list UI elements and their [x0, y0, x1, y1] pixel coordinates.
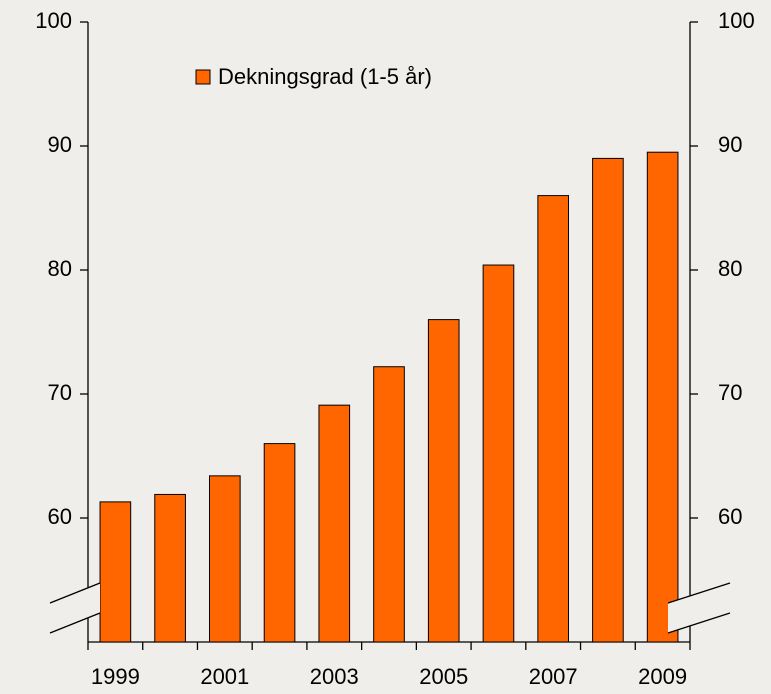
bar	[537, 195, 570, 643]
y-tick-label: 80	[48, 256, 72, 281]
x-tick-label: 2007	[529, 664, 578, 689]
bar	[373, 366, 405, 643]
axis-break	[667, 612, 731, 634]
axis-break	[49, 612, 101, 634]
axis-break-gap	[50, 583, 100, 633]
y2-tick-label: 100	[718, 8, 755, 33]
x-tick-label: 2001	[200, 664, 249, 689]
y-tick-label: 70	[48, 380, 72, 405]
legend-label: Dekningsgrad (1-5 år)	[218, 64, 432, 89]
axis-break	[667, 582, 731, 604]
x-tick-label: 2009	[638, 664, 687, 689]
x-tick-label: 2003	[310, 664, 359, 689]
y-tick-label: 60	[48, 504, 72, 529]
y2-tick-label: 80	[718, 256, 742, 281]
bar	[318, 404, 351, 643]
y2-tick-label: 90	[718, 132, 742, 157]
y-tick-label: 100	[35, 8, 72, 33]
bar	[592, 157, 624, 643]
axis-break-gap	[668, 583, 730, 633]
bar	[154, 493, 186, 643]
x-tick-label: 1999	[91, 664, 140, 689]
bar	[263, 443, 296, 643]
x-tick-label: 2005	[419, 664, 468, 689]
y-tick-label: 90	[48, 132, 72, 157]
bar	[646, 151, 679, 643]
y2-tick-label: 70	[718, 380, 742, 405]
bar	[427, 319, 460, 643]
bar	[208, 475, 241, 643]
bar	[482, 264, 515, 643]
bar	[99, 501, 132, 643]
y2-tick-label: 60	[718, 504, 742, 529]
axis-break	[49, 582, 101, 604]
legend-swatch	[195, 69, 211, 85]
